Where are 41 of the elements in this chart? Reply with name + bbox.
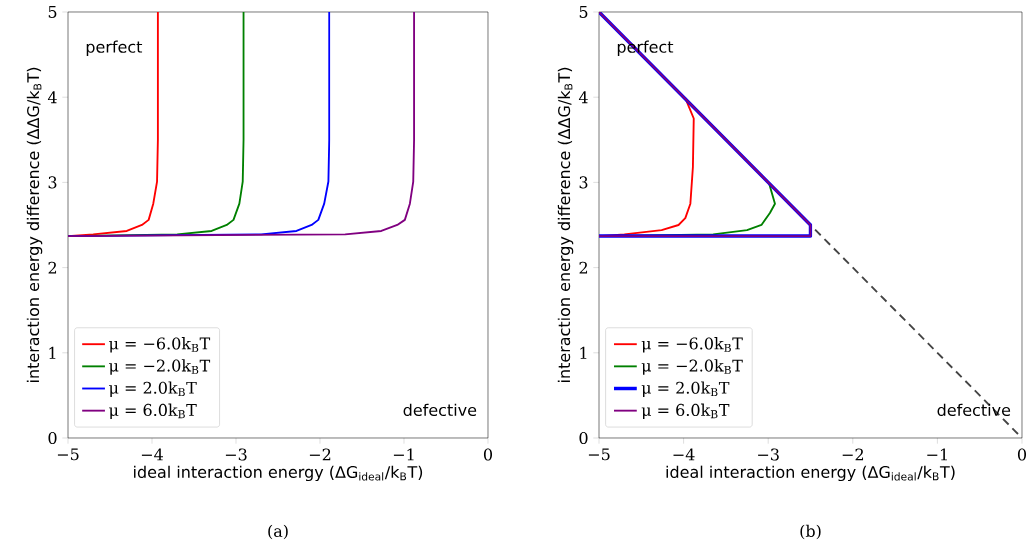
x-tick-label: −2 bbox=[309, 448, 331, 461]
y-tick-label: 1 bbox=[49, 346, 56, 359]
legend-label: μ = −2.0k$_{B}$T bbox=[641, 359, 743, 375]
legend-label: μ = −6.0k$_{B}$T bbox=[641, 337, 743, 353]
legend-label: μ = −6.0k$_{B}$T bbox=[109, 337, 211, 353]
annotation: defective bbox=[403, 403, 477, 417]
y-tick-label: 5 bbox=[579, 6, 588, 18]
x-tick-label: −3 bbox=[758, 448, 779, 461]
x-tick-label: −5 bbox=[57, 448, 79, 461]
legend-label: μ = 6.0k$_{B}$T bbox=[109, 403, 197, 420]
legend-label: μ = 2.0k$_{B}$T bbox=[109, 381, 197, 397]
y-tick-label: 5 bbox=[48, 6, 57, 18]
y-tick-label: 0 bbox=[48, 431, 57, 445]
y-tick-label: 1 bbox=[580, 346, 587, 359]
annotation: perfect bbox=[86, 40, 143, 56]
x-tick-label: −1 bbox=[393, 448, 414, 461]
x-tick-label: −4 bbox=[673, 448, 695, 461]
x-tick-label: 0 bbox=[483, 448, 493, 461]
text: (a) bbox=[268, 524, 288, 540]
x-tick-label: −2 bbox=[842, 448, 864, 461]
y-tick-label: 0 bbox=[579, 431, 588, 445]
x-tick-label: −1 bbox=[927, 448, 947, 461]
x-tick-label: −3 bbox=[225, 448, 247, 461]
legend-label: μ = −2.0k$_{B}$T bbox=[109, 359, 211, 375]
y-tick-label: 3 bbox=[579, 176, 588, 189]
y-tick-label: 2 bbox=[48, 261, 57, 274]
y-tick-label: 2 bbox=[579, 261, 588, 274]
annotation: defective bbox=[937, 403, 1011, 417]
text: (b) bbox=[800, 524, 821, 540]
x-axis-title: ideal interaction energy (ΔG$_{ideal}$/k$_{B}$T) bbox=[134, 465, 423, 482]
y-axis-title: interaction energy difference (ΔΔG/k$_{B}$T) bbox=[26, 67, 43, 383]
y-tick-label: 3 bbox=[48, 176, 57, 189]
x-tick-label: −5 bbox=[588, 448, 610, 461]
y-tick-label: 4 bbox=[47, 91, 57, 104]
legend-label: μ = 2.0k$_{B}$T bbox=[641, 381, 730, 397]
legend-label: μ = 6.0k$_{B}$T bbox=[641, 403, 730, 420]
x-tick-label: 0 bbox=[1017, 448, 1027, 461]
x-axis-title: ideal interaction energy (ΔG$_{ideal}$/k$_{B}$T) bbox=[666, 465, 955, 482]
x-tick-label: −4 bbox=[141, 448, 163, 461]
y-axis-title: interaction energy difference (ΔΔG/k$_{B}$T) bbox=[557, 67, 574, 383]
y-tick-label: 4 bbox=[578, 91, 588, 104]
